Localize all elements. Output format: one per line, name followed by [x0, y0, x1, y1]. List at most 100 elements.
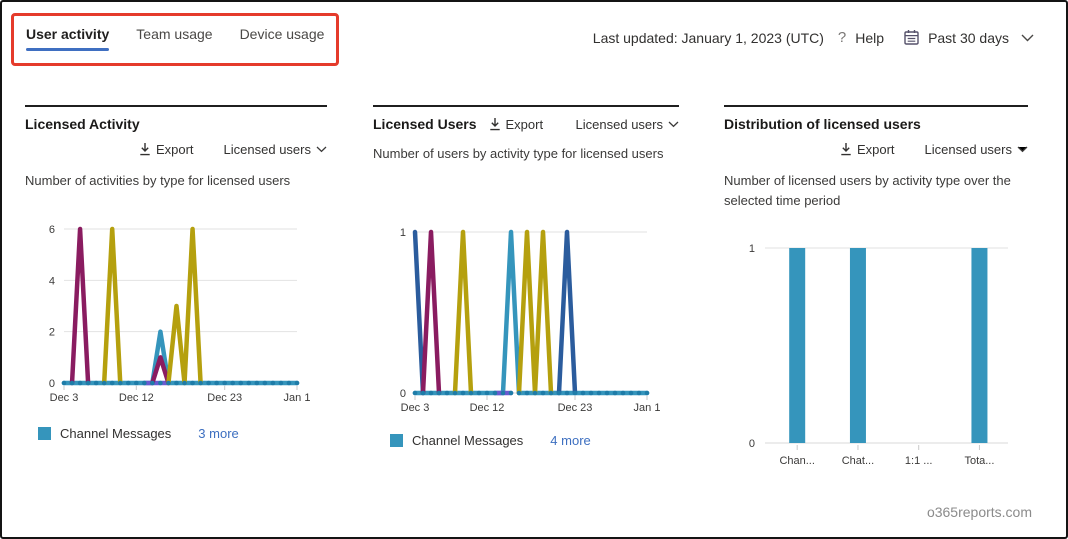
export-button[interactable]: Export	[489, 116, 544, 132]
baseline-dot	[125, 380, 131, 386]
baseline-dot	[556, 390, 562, 396]
export-icon	[841, 143, 851, 156]
baseline-dot	[246, 380, 252, 386]
tab-device-usage[interactable]: Device usage	[239, 26, 325, 42]
baseline-dot	[214, 380, 219, 386]
baseline-dot	[588, 390, 594, 396]
series-users-blue	[412, 229, 426, 396]
y-tick-label: 2	[49, 327, 55, 339]
licensed-users-dropdown[interactable]: Licensed users	[925, 142, 1028, 157]
panel-subtitle: Number of users by activity type for lic…	[373, 146, 664, 161]
x-tick-label: Chat...	[842, 455, 874, 467]
filter-label: Licensed users	[223, 141, 311, 157]
baseline-dot	[532, 390, 538, 396]
calendar-icon[interactable]	[903, 29, 920, 46]
baseline-dot	[109, 380, 115, 386]
baseline-dot	[580, 390, 586, 396]
panel-controls: Export Licensed users	[25, 139, 327, 159]
bar-Tota...	[971, 248, 988, 443]
baseline-dot	[500, 390, 506, 396]
baseline-dot	[77, 380, 83, 386]
licensed-users-chart: Dec 3 Dec 12 Dec 23 Jan 1 0 1	[373, 222, 673, 427]
baseline-dot	[492, 390, 498, 396]
baseline-dot	[182, 380, 187, 386]
tab-team-usage[interactable]: Team usage	[136, 26, 213, 42]
baseline-dot	[468, 390, 474, 396]
y-tick-label: 0	[49, 378, 55, 390]
baseline-dot	[294, 380, 300, 386]
x-tick-label: Chan...	[779, 455, 814, 467]
chart-svg: Dec 3 Dec 12 Dec 23 Jan 1 0 1	[400, 227, 661, 414]
series-users-yellow	[516, 229, 554, 396]
baseline-dot	[69, 380, 75, 386]
x-tick-label: Jan 1	[284, 392, 311, 404]
baseline-dot	[620, 390, 626, 396]
legend-swatch	[38, 427, 51, 440]
baseline-dot	[596, 390, 602, 396]
baseline-dot	[444, 390, 450, 396]
x-tick-label: Dec 23	[558, 402, 593, 414]
export-icon	[140, 143, 150, 156]
export-button[interactable]: Export	[139, 142, 194, 157]
baseline-dot	[628, 390, 634, 396]
series-activity-magenta	[69, 226, 91, 386]
baseline-dot	[93, 380, 99, 386]
baseline-dot	[604, 390, 610, 396]
licensed-users-dropdown[interactable]: Licensed users	[224, 142, 327, 157]
bar-Chat...	[849, 248, 866, 443]
chart-svg: Chan... Chat... 1:1 ... Tota... 0 1	[749, 243, 1008, 467]
baseline-dot	[142, 380, 147, 386]
baseline-dot	[134, 380, 139, 386]
date-range-label[interactable]: Past 30 days	[928, 29, 1009, 46]
baseline-dot	[238, 380, 244, 386]
baseline-dot	[548, 390, 554, 396]
legend: Channel Messages 4 more	[390, 433, 591, 448]
baseline-dot	[61, 380, 67, 386]
x-tick-label: Tota...	[964, 455, 994, 467]
x-tick-label: 1:1 ...	[905, 455, 933, 467]
more-series-link[interactable]: 3 more	[198, 426, 239, 441]
baseline-dot	[166, 380, 171, 386]
baseline-dot	[612, 390, 618, 396]
baseline-dot	[420, 390, 426, 396]
x-tick-label: Dec 12	[119, 392, 154, 404]
watermark: o365reports.com	[926, 504, 1032, 520]
x-tick-label: Dec 3	[50, 392, 79, 404]
baseline-dot	[508, 390, 514, 396]
series-activity-yellow	[166, 226, 203, 386]
export-button[interactable]: Export	[840, 142, 895, 157]
baseline-dot	[540, 390, 546, 396]
filter-label: Licensed users	[924, 141, 1012, 157]
baseline-dot	[190, 380, 195, 386]
baseline-dot	[174, 380, 179, 386]
tab-user-activity[interactable]: User activity	[26, 26, 109, 51]
filter-label: Licensed users	[575, 116, 663, 132]
licensed-activity-panel: Licensed Activity Export Licensed users …	[25, 105, 327, 191]
legend-swatch	[390, 434, 403, 447]
export-label: Export	[505, 116, 544, 132]
panel-title: Licensed Activity	[25, 116, 140, 132]
baseline-dot	[564, 390, 570, 396]
baseline-dot	[278, 380, 284, 386]
licensed-activity-chart: Dec 3 Dec 12 Dec 23 Jan 1 0 2 4 6	[25, 215, 325, 420]
baseline-dot	[150, 380, 155, 386]
tab-bar: User activity Team usage Device usage	[26, 26, 324, 51]
series-users-blue	[556, 229, 578, 396]
help-question-icon[interactable]: ?	[837, 29, 847, 46]
series-activity-yellow	[101, 226, 123, 386]
chevron-down-icon	[668, 121, 679, 127]
baseline-dot	[206, 380, 211, 386]
baseline-dot	[117, 380, 123, 386]
baseline-dot	[524, 390, 530, 396]
legend: Channel Messages 3 more	[38, 426, 239, 441]
export-label: Export	[155, 141, 194, 157]
chevron-down-icon[interactable]	[1021, 34, 1034, 42]
licensed-users-dropdown[interactable]: Licensed users	[576, 117, 679, 132]
baseline-dot	[254, 380, 260, 386]
help-link[interactable]: Help	[855, 29, 885, 46]
y-tick-label: 4	[49, 275, 55, 287]
baseline-dot	[101, 380, 107, 386]
more-series-link[interactable]: 4 more	[550, 433, 591, 448]
baseline-dot	[572, 390, 578, 396]
baseline-dot	[644, 390, 650, 396]
